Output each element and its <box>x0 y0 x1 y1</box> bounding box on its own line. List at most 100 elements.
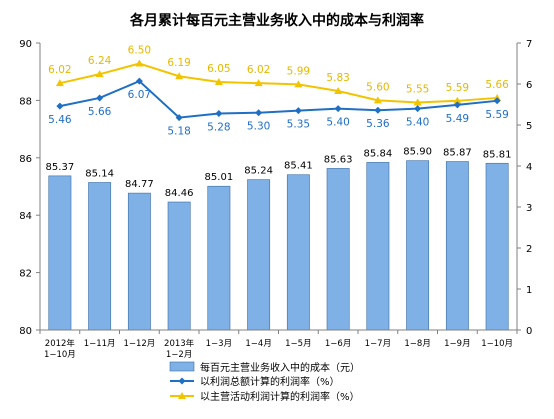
line-value-label: 5.59 <box>485 109 508 121</box>
line-point-marker <box>453 101 461 109</box>
x-tick-label: 1−4月 <box>245 339 271 349</box>
bar <box>445 161 469 331</box>
line-point-marker <box>413 98 422 106</box>
x-tick-label: 1−8月 <box>404 339 430 349</box>
bar <box>326 168 350 331</box>
legend-entry: 每百元主营业务收入中的成本（元） <box>200 361 360 374</box>
x-tick-label: 1−5月 <box>285 339 311 349</box>
left-tick-label: 82 <box>19 269 32 280</box>
right-tick-label: 7 <box>526 39 532 50</box>
line-point-marker <box>95 70 104 78</box>
bar-value-label: 85.81 <box>483 149 512 160</box>
line-value-label: 5.36 <box>366 118 390 130</box>
line-point-marker <box>294 80 303 88</box>
line-value-label: 5.55 <box>406 83 429 95</box>
line-value-label: 6.19 <box>167 57 190 69</box>
line-point-marker <box>374 106 382 114</box>
line-value-label: 5.35 <box>287 119 310 131</box>
line-value-label: 5.18 <box>167 126 190 138</box>
bar-labels: 85.37 85.14 84.77 84.46 85.01 85.24 85.41 85.63… <box>46 147 512 199</box>
right-tick-label: 6 <box>526 80 532 91</box>
line-value-label: 6.02 <box>247 64 270 76</box>
line-value-label: 6.50 <box>128 45 151 57</box>
right-tick-label: 4 <box>526 162 532 173</box>
left-tick-label: 86 <box>19 154 32 165</box>
left-tick-label: 88 <box>19 96 32 107</box>
bar-value-label: 85.14 <box>85 168 114 179</box>
line-point-marker <box>135 77 143 85</box>
line-series: 6.02 6.24 6.50 6.19 6.05 6.02 5.99 5.83 5.60 5.55… <box>48 45 509 138</box>
bar-value-label: 85.63 <box>324 154 353 165</box>
bar <box>286 174 310 331</box>
left-tick-label: 80 <box>19 326 32 337</box>
bar <box>127 192 151 331</box>
line-point-marker <box>214 77 223 85</box>
line-value-label: 5.66 <box>485 79 509 91</box>
bar <box>247 179 271 331</box>
bar <box>366 162 390 331</box>
x-tick-label: 1−6月 <box>325 339 351 349</box>
bar-value-label: 84.46 <box>165 188 194 199</box>
bar <box>48 175 72 331</box>
x-tick-label: 1−3月 <box>206 339 232 349</box>
chart-axes: 80 82 84 86 88 90 0 1 2 3 4 5 6 7 2012年 1−10月 1−11月 1−12月… <box>19 39 532 360</box>
line-value-label: 6.24 <box>88 55 112 67</box>
line-point-marker <box>175 72 184 80</box>
bar <box>406 160 430 331</box>
line-value-label: 5.40 <box>326 117 349 129</box>
bar <box>88 182 112 331</box>
series-line <box>59 79 498 119</box>
line-value-label: 5.46 <box>48 114 72 126</box>
legend-bar-swatch <box>169 361 195 372</box>
right-tick-label: 2 <box>526 244 532 255</box>
line-value-label: 5.28 <box>207 122 230 134</box>
legend-diamond-marker <box>178 377 186 385</box>
bar-value-label: 85.90 <box>403 147 432 158</box>
line-point-marker <box>254 79 263 87</box>
bar-value-label: 85.37 <box>46 162 75 173</box>
legend-entry: 以主营活动利润计算的利润率（%） <box>200 390 360 403</box>
line-point-marker <box>255 109 263 117</box>
line-value-label: 5.83 <box>326 72 349 84</box>
bar <box>485 162 509 331</box>
bar-value-label: 85.24 <box>244 166 273 177</box>
right-tick-label: 5 <box>526 121 532 132</box>
line-point-marker <box>96 94 104 102</box>
line-point-marker <box>56 102 64 110</box>
line-value-label: 6.07 <box>128 89 151 101</box>
right-tick-label: 3 <box>526 203 532 214</box>
legend-entry: 以利润总额计算的利润率（%） <box>200 375 340 388</box>
left-tick-label: 90 <box>19 39 32 50</box>
line-value-label: 5.49 <box>446 113 469 125</box>
line-point-marker <box>414 105 422 113</box>
bar <box>167 201 191 331</box>
right-tick-label: 1 <box>526 285 532 296</box>
bar-value-label: 85.87 <box>443 148 472 159</box>
x-tick-label: 2013年 1−2月 <box>164 338 195 360</box>
line-point-marker <box>493 97 501 105</box>
line-point-marker <box>215 110 223 118</box>
line-value-label: 5.60 <box>366 81 389 93</box>
line-point-marker <box>55 79 64 87</box>
line-point-marker <box>135 59 144 67</box>
line-point-marker <box>294 107 302 115</box>
line-point-marker <box>453 96 462 104</box>
line-point-marker <box>334 86 343 94</box>
line-value-label: 5.40 <box>406 117 429 129</box>
line-point-marker <box>175 114 183 122</box>
line-value-label: 6.02 <box>48 64 71 76</box>
line-value-label: 6.05 <box>207 63 230 75</box>
bar-value-label: 85.41 <box>284 161 313 172</box>
x-tick-label: 1−7月 <box>365 339 391 349</box>
x-tick-label: 2012年 1−10月 <box>44 338 76 360</box>
line-value-label: 5.30 <box>247 121 270 133</box>
bar-value-label: 85.01 <box>205 172 234 183</box>
legend-triangle-marker <box>178 392 186 399</box>
x-tick-label: 1−9月 <box>444 339 470 349</box>
bar <box>207 185 231 331</box>
bar-value-label: 84.77 <box>125 179 154 190</box>
bar-series <box>48 160 509 331</box>
series-line <box>59 62 498 104</box>
line-point-marker <box>373 96 382 104</box>
